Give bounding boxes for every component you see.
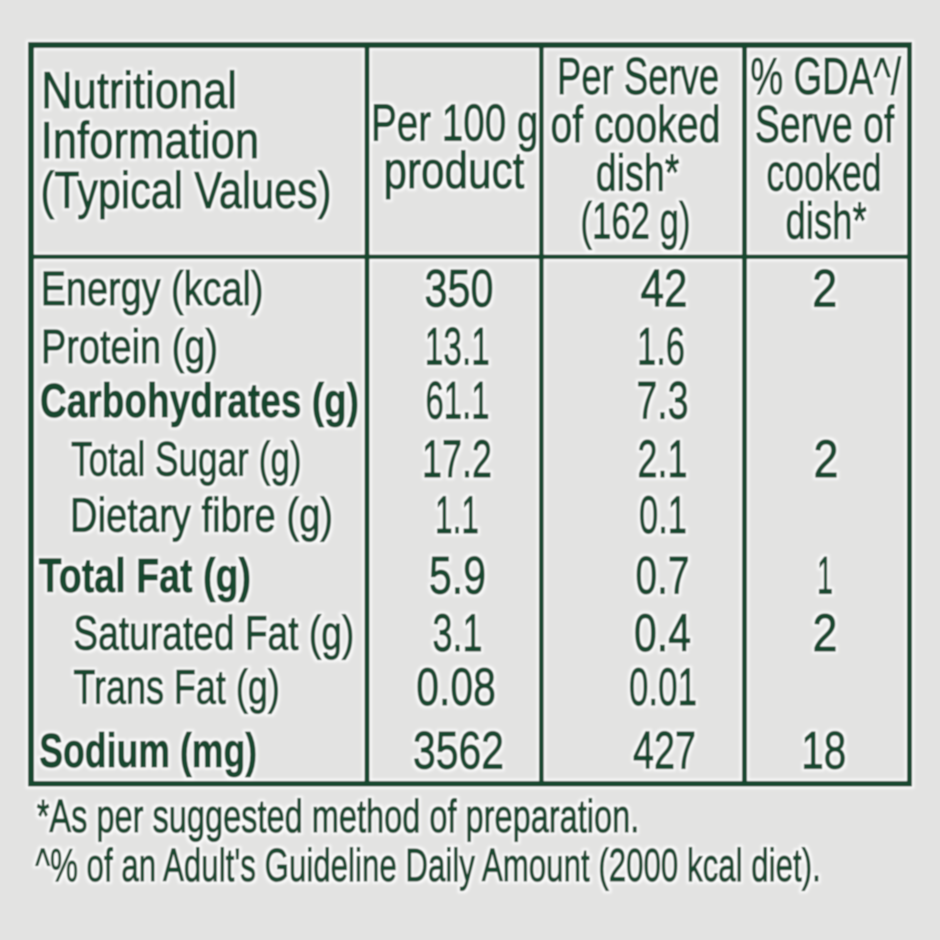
svg-text:Dietary fibre (g): Dietary fibre (g)	[70, 490, 333, 543]
svg-text:Trans Fat (g): Trans Fat (g)	[73, 662, 279, 715]
svg-text:0.08: 0.08	[416, 658, 496, 717]
svg-text:Total Fat (g): Total Fat (g)	[39, 550, 251, 603]
svg-text:0.7: 0.7	[636, 547, 690, 606]
svg-text:61.1: 61.1	[426, 372, 490, 431]
svg-text:product: product	[384, 142, 525, 200]
svg-text:Per 100 g: Per 100 g	[371, 94, 538, 152]
svg-text:Total Sugar (g): Total Sugar (g)	[71, 434, 302, 487]
svg-text:^% of an Adult's Guideline Dai: ^% of an Adult's Guideline Daily Amount …	[35, 839, 820, 891]
svg-text:(162 g): (162 g)	[580, 193, 690, 251]
svg-text:of cooked: of cooked	[551, 96, 721, 154]
svg-text:17.2: 17.2	[422, 430, 492, 489]
svg-text:Energy (kcal): Energy (kcal)	[41, 263, 264, 316]
svg-text:427: 427	[633, 722, 696, 781]
svg-text:cooked: cooked	[766, 144, 881, 202]
svg-text:Sodium (mg): Sodium (mg)	[39, 725, 257, 778]
svg-text:13.1: 13.1	[425, 318, 490, 377]
svg-text:2: 2	[814, 430, 839, 489]
svg-text:1.1: 1.1	[435, 486, 479, 545]
svg-text:0.01: 0.01	[629, 658, 697, 717]
svg-text:0.4: 0.4	[634, 604, 691, 663]
svg-text:2: 2	[813, 604, 838, 663]
svg-text:dish*: dish*	[786, 193, 867, 251]
svg-text:% GDA^/: % GDA^/	[750, 48, 901, 106]
svg-text:2.1: 2.1	[638, 430, 688, 489]
svg-text:Information: Information	[41, 112, 260, 170]
svg-text:3562: 3562	[413, 722, 504, 781]
svg-text:Saturated Fat (g): Saturated Fat (g)	[73, 608, 354, 661]
svg-text:7.3: 7.3	[637, 372, 689, 431]
svg-text:Nutritional: Nutritional	[41, 62, 237, 120]
svg-text:1: 1	[817, 547, 833, 606]
svg-text:18: 18	[801, 722, 846, 781]
svg-text:dish*: dish*	[596, 144, 680, 202]
svg-text:0.1: 0.1	[639, 486, 687, 545]
svg-text:1.6: 1.6	[637, 318, 685, 377]
svg-text:2: 2	[812, 260, 837, 319]
svg-text:Carbohydrates (g): Carbohydrates (g)	[40, 375, 359, 428]
svg-text:*As per suggested method of pr: *As per suggested method of preparation.	[37, 790, 640, 842]
svg-text:42: 42	[641, 260, 688, 319]
svg-text:Protein (g): Protein (g)	[41, 321, 218, 374]
svg-text:350: 350	[425, 260, 494, 319]
svg-text:Per Serve: Per Serve	[557, 48, 719, 106]
svg-text:(Typical Values): (Typical Values)	[41, 162, 332, 220]
svg-text:5.9: 5.9	[429, 547, 486, 606]
svg-text:3.1: 3.1	[433, 604, 483, 663]
svg-text:Serve of: Serve of	[755, 96, 895, 154]
